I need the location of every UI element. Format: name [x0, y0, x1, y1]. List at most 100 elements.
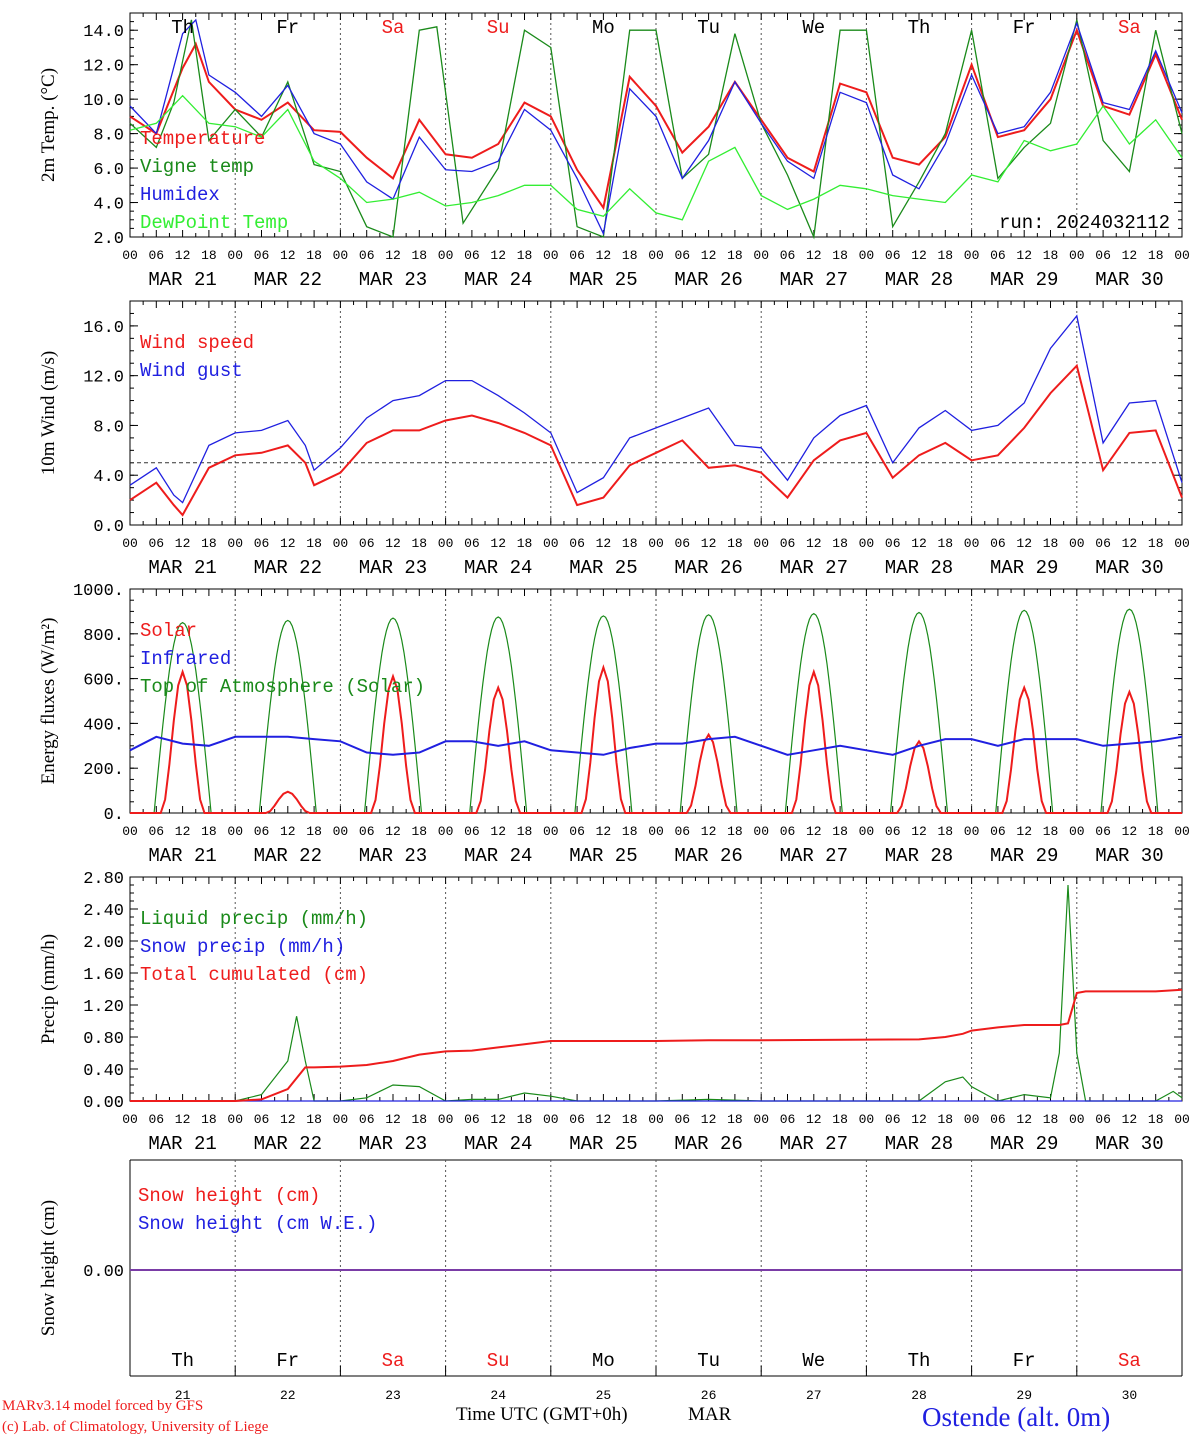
temperature-series-humidex — [129, 18, 1183, 236]
wind-hour-label: 06 — [359, 536, 375, 551]
temperature-hour-label: 00 — [438, 248, 454, 263]
precip-hour-label: 00 — [648, 1112, 664, 1127]
precip-date-label: MAR 25 — [569, 1133, 637, 1155]
temperature-ytick-label: 14.0 — [83, 23, 124, 42]
energy-legend-item: Top of Atmosphere (Solar) — [140, 676, 425, 698]
energy-ytick-label: 1000. — [73, 582, 124, 601]
station-label: Ostende (alt. 0m) — [922, 1402, 1111, 1432]
temperature-ytick-label: 10.0 — [83, 92, 124, 111]
precip-date-label: MAR 26 — [674, 1133, 742, 1155]
temperature-hour-label: 06 — [148, 248, 164, 263]
temperature-weekday-label: Fr — [276, 17, 299, 39]
precip-legend-item: Total cumulated (cm) — [140, 964, 368, 986]
snow-weekday-label: Th — [908, 1350, 931, 1372]
wind-hour-label: 00 — [859, 536, 875, 551]
energy-hour-label: 12 — [806, 824, 822, 839]
precip-ytick-label: 2.40 — [83, 902, 124, 921]
temperature-hour-label: 00 — [333, 248, 349, 263]
wind-hour-label: 12 — [1016, 536, 1032, 551]
temperature-date-label: MAR 24 — [464, 269, 532, 291]
energy-hour-label: 12 — [490, 824, 506, 839]
wind-hour-label: 00 — [333, 536, 349, 551]
wind-legend: Wind speed Wind gust — [140, 332, 254, 382]
precip-hour-label: 00 — [543, 1112, 559, 1127]
energy-xaxis: 00 06 12 18 00 06 12 18 00 06 12 18 00 06 12 18 00 06 12 18… — [122, 824, 1190, 867]
energy-hour-label: 06 — [359, 824, 375, 839]
precip-hour-label: 06 — [1095, 1112, 1111, 1127]
temperature-ytick-label: 4.0 — [93, 196, 124, 215]
wind-date-label: MAR 29 — [990, 557, 1058, 579]
temperature-weekday-label: Th — [171, 17, 194, 39]
precip-hour-label: 06 — [569, 1112, 585, 1127]
snow-day-number: 24 — [490, 1388, 506, 1403]
energy-hour-label: 00 — [753, 824, 769, 839]
energy-hour-label: 00 — [859, 824, 875, 839]
temperature-hour-label: 06 — [254, 248, 270, 263]
wind-date-label: MAR 24 — [464, 557, 532, 579]
wind-hour-label: 00 — [648, 536, 664, 551]
temperature-legend-item: Humidex — [140, 184, 220, 206]
wind-date-label: MAR 30 — [1095, 557, 1163, 579]
energy-hour-label: 18 — [622, 824, 638, 839]
snow-frame: 0.00 — [83, 1159, 1183, 1377]
energy-hour-label: 18 — [411, 824, 427, 839]
temperature-frame — [129, 12, 1183, 238]
xaxis-title: Time UTC (GMT+0h) — [456, 1404, 628, 1425]
temperature-series-dewpoint-temp — [129, 94, 1183, 221]
precip-ylabel: Precip (mm/h) — [38, 934, 59, 1044]
precip-hour-label: 00 — [1069, 1112, 1085, 1127]
temperature-series-temperature — [129, 27, 1183, 211]
wind-legend-item: Wind gust — [140, 360, 243, 382]
snow-weekday-label: Th — [171, 1350, 194, 1372]
energy-hour-label: 00 — [543, 824, 559, 839]
precip-hour-label: 00 — [333, 1112, 349, 1127]
temperature-hour-label: 18 — [937, 248, 953, 263]
snow-day-number: 28 — [911, 1388, 927, 1403]
temperature-weekday-label: Sa — [1118, 17, 1141, 39]
precip-date-label: MAR 30 — [1095, 1133, 1163, 1155]
wind-series-wind-speed — [129, 363, 1183, 517]
energy-hour-label: 12 — [175, 824, 191, 839]
wind-date-label: MAR 23 — [359, 557, 427, 579]
snow-day-number: 26 — [701, 1388, 717, 1403]
temperature-date-label: MAR 26 — [674, 269, 742, 291]
temperature-hour-label: 18 — [1043, 248, 1059, 263]
precip-date-label: MAR 28 — [885, 1133, 953, 1155]
precip-hour-label: 12 — [175, 1112, 191, 1127]
temperature-weekday-label: Th — [908, 17, 931, 39]
precip-hour-label: 18 — [411, 1112, 427, 1127]
temperature-hour-label: 12 — [596, 248, 612, 263]
energy-hour-label: 12 — [596, 824, 612, 839]
energy-hour-label: 06 — [674, 824, 690, 839]
wind-date-label: MAR 21 — [148, 557, 216, 579]
energy-date-label: MAR 29 — [990, 845, 1058, 867]
temperature-date-label: MAR 21 — [148, 269, 216, 291]
precip-hour-label: 00 — [227, 1112, 243, 1127]
temperature-hour-label: 00 — [227, 248, 243, 263]
wind-hour-label: 06 — [148, 536, 164, 551]
precip-ytick-label: 2.00 — [83, 934, 124, 953]
wind-date-label: MAR 22 — [254, 557, 322, 579]
precip-hour-label: 06 — [464, 1112, 480, 1127]
temperature-hour-label: 18 — [832, 248, 848, 263]
precip-date-label: MAR 23 — [359, 1133, 427, 1155]
temperature-date-label: MAR 25 — [569, 269, 637, 291]
snow-day-number: 25 — [596, 1388, 612, 1403]
wind-hour-label: 00 — [964, 536, 980, 551]
energy-hour-label: 06 — [885, 824, 901, 839]
wind-hour-label: 00 — [1174, 536, 1190, 551]
precip-hour-label: 12 — [806, 1112, 822, 1127]
energy-hour-label: 00 — [1069, 824, 1085, 839]
precip-hour-label: 18 — [1148, 1112, 1164, 1127]
energy-legend-item: Infrared — [140, 648, 231, 670]
precip-hour-label: 06 — [990, 1112, 1006, 1127]
temperature-date-label: MAR 23 — [359, 269, 427, 291]
energy-hour-label: 00 — [122, 824, 138, 839]
precip-date-label: MAR 24 — [464, 1133, 532, 1155]
temperature-legend: Temperature Vigne temp Humidex DewPoint Tem… — [140, 128, 288, 234]
wind-series-wind-gust — [129, 314, 1183, 504]
precip-hour-label: 00 — [753, 1112, 769, 1127]
temperature-hour-label: 18 — [306, 248, 322, 263]
temperature-date-label: MAR 27 — [780, 269, 848, 291]
energy-hour-label: 18 — [832, 824, 848, 839]
